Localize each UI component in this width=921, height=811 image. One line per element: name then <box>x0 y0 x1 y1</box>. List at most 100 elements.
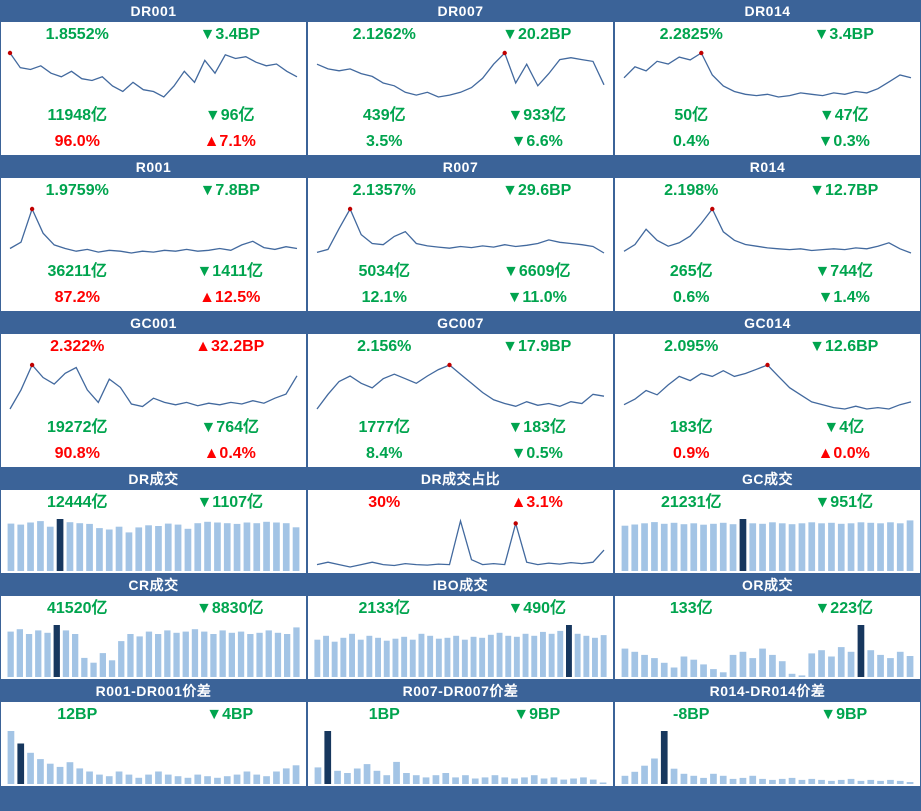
share-row: 8.4% ▼0.5% <box>308 441 613 467</box>
share-row: 3.5% ▼6.6% <box>308 129 613 155</box>
volume-value: 50亿 <box>674 107 709 124</box>
rate-value: 2.198% <box>664 182 719 199</box>
ibo-turnover-bar-chart <box>313 623 608 677</box>
spread-value: -8BP <box>673 706 710 723</box>
volume-value: 265亿 <box>669 263 713 280</box>
share-change: ▼11.0% <box>506 289 567 306</box>
rate-value: 2.1357% <box>352 182 416 199</box>
spread-row: -8BP ▼9BP <box>615 702 920 728</box>
rate-change: ▼17.9BP <box>502 338 572 355</box>
panel-title: CR成交 <box>1 575 306 596</box>
panel-gc007: GC007 2.156% ▼17.9BP 1777亿 ▼183亿 8.4% ▼0… <box>308 313 613 467</box>
panel-r007: R007 2.1357% ▼29.6BP 5034亿 ▼6609亿 12.1% … <box>308 157 613 311</box>
share-change: ▲0.4% <box>203 445 256 462</box>
panel-title: GC001 <box>1 313 306 334</box>
panel-title: DR007 <box>308 1 613 22</box>
rate-value: 2.322% <box>50 338 105 355</box>
volume-row: 183亿 ▼4亿 <box>615 415 920 441</box>
volume-row: 265亿 ▼744亿 <box>615 259 920 285</box>
volume-row: 50亿 ▼47亿 <box>615 103 920 129</box>
volume-change: ▼6609亿 <box>503 263 571 280</box>
share-row: 90.8% ▲0.4% <box>1 441 306 467</box>
share-change: ▼0.5% <box>510 445 563 462</box>
panel-title: R014-DR014价差 <box>615 681 920 702</box>
rate-value: 1.8552% <box>45 26 109 43</box>
volume-change: ▼183亿 <box>507 419 567 436</box>
share-change: ▲12.5% <box>199 289 261 306</box>
panel-dr-turnover-share: DR成交占比 30% ▲3.1% <box>308 469 613 573</box>
panel-title: R001-DR001价差 <box>1 681 306 702</box>
rate-change: ▼12.7BP <box>809 182 879 199</box>
rate-row: 2.1262% ▼20.2BP <box>308 22 613 48</box>
panel-gc-turnover: GC成交 21231亿 ▼951亿 <box>615 469 920 573</box>
turnover-change: ▼490亿 <box>507 600 567 617</box>
volume-row: 5034亿 ▼6609亿 <box>308 259 613 285</box>
turnover-change: ▼8830亿 <box>196 600 264 617</box>
panel-dr007: DR007 2.1262% ▼20.2BP 439亿 ▼933亿 3.5% ▼6… <box>308 1 613 155</box>
volume-value: 1777亿 <box>358 419 411 436</box>
rate-row: 2.198% ▼12.7BP <box>615 178 920 204</box>
volume-row: 1777亿 ▼183亿 <box>308 415 613 441</box>
share-row: 12.1% ▼11.0% <box>308 285 613 311</box>
r007-trend-chart <box>313 205 608 257</box>
volume-value: 5034亿 <box>358 263 411 280</box>
gc-turnover-bar-chart <box>620 517 915 571</box>
panel-gc001: GC001 2.322% ▲32.2BP 19272亿 ▼764亿 90.8% … <box>1 313 306 467</box>
turnover-value: 21231亿 <box>661 494 722 511</box>
rate-value: 2.2825% <box>659 26 723 43</box>
panel-r014: R014 2.198% ▼12.7BP 265亿 ▼744亿 0.6% ▼1.4… <box>615 157 920 311</box>
rate-row: 2.1357% ▼29.6BP <box>308 178 613 204</box>
spread-value: 1BP <box>368 706 400 723</box>
share-value: 87.2% <box>54 289 100 306</box>
share-value: 0.4% <box>673 133 710 150</box>
share-change: ▲7.1% <box>203 133 256 150</box>
panel-title: DR成交占比 <box>308 469 613 490</box>
dr001-trend-chart <box>6 49 301 101</box>
share-value: 90.8% <box>54 445 100 462</box>
r001-trend-chart <box>6 205 301 257</box>
panel-r001: R001 1.9759% ▼7.8BP 36211亿 ▼1411亿 87.2% … <box>1 157 306 311</box>
panel-r001-dr001-spread: R001-DR001价差 12BP ▼4BP <box>1 681 306 786</box>
turnover-row: 30% ▲3.1% <box>308 490 613 516</box>
rate-row: 1.8552% ▼3.4BP <box>1 22 306 48</box>
panel-r014-dr014-spread: R014-DR014价差 -8BP ▼9BP <box>615 681 920 786</box>
panel-or-turnover: OR成交 133亿 ▼223亿 <box>615 575 920 679</box>
panel-title: R014 <box>615 157 920 178</box>
panel-title: DR001 <box>1 1 306 22</box>
panel-title: GC014 <box>615 313 920 334</box>
rate-change: ▼7.8BP <box>199 182 260 199</box>
volume-change: ▼47亿 <box>818 107 869 124</box>
or-turnover-bar-chart <box>620 623 915 677</box>
turnover-value: 2133亿 <box>358 600 411 617</box>
panel-title: R007 <box>308 157 613 178</box>
panel-cr-turnover: CR成交 41520亿 ▼8830亿 <box>1 575 306 679</box>
gc014-trend-chart <box>620 361 915 413</box>
volume-value: 183亿 <box>669 419 713 436</box>
rate-value: 2.1262% <box>352 26 416 43</box>
volume-row: 439亿 ▼933亿 <box>308 103 613 129</box>
rate-change: ▲32.2BP <box>195 338 265 355</box>
share-value: 8.4% <box>366 445 403 462</box>
panel-title: R001 <box>1 157 306 178</box>
turnover-row: 2133亿 ▼490亿 <box>308 596 613 622</box>
panel-title: R007-DR007价差 <box>308 681 613 702</box>
rate-row: 2.322% ▲32.2BP <box>1 334 306 360</box>
spread-value: 12BP <box>57 706 98 723</box>
share-row: 0.9% ▲0.0% <box>615 441 920 467</box>
volume-value: 11948亿 <box>47 107 108 124</box>
rate-change: ▼12.6BP <box>809 338 879 355</box>
r014-trend-chart <box>620 205 915 257</box>
turnover-change: ▲3.1% <box>510 494 563 511</box>
volume-change: ▼96亿 <box>204 107 255 124</box>
share-value: 3.5% <box>366 133 403 150</box>
turnover-change: ▼223亿 <box>814 600 874 617</box>
turnover-row: 41520亿 ▼8830亿 <box>1 596 306 622</box>
volume-value: 439亿 <box>362 107 406 124</box>
volume-value: 19272亿 <box>47 419 108 436</box>
share-change: ▼0.3% <box>817 133 870 150</box>
spread-change: ▼9BP <box>513 706 561 723</box>
rate-row: 2.156% ▼17.9BP <box>308 334 613 360</box>
rate-row: 2.2825% ▼3.4BP <box>615 22 920 48</box>
volume-row: 36211亿 ▼1411亿 <box>1 259 306 285</box>
volume-change: ▼933亿 <box>507 107 567 124</box>
